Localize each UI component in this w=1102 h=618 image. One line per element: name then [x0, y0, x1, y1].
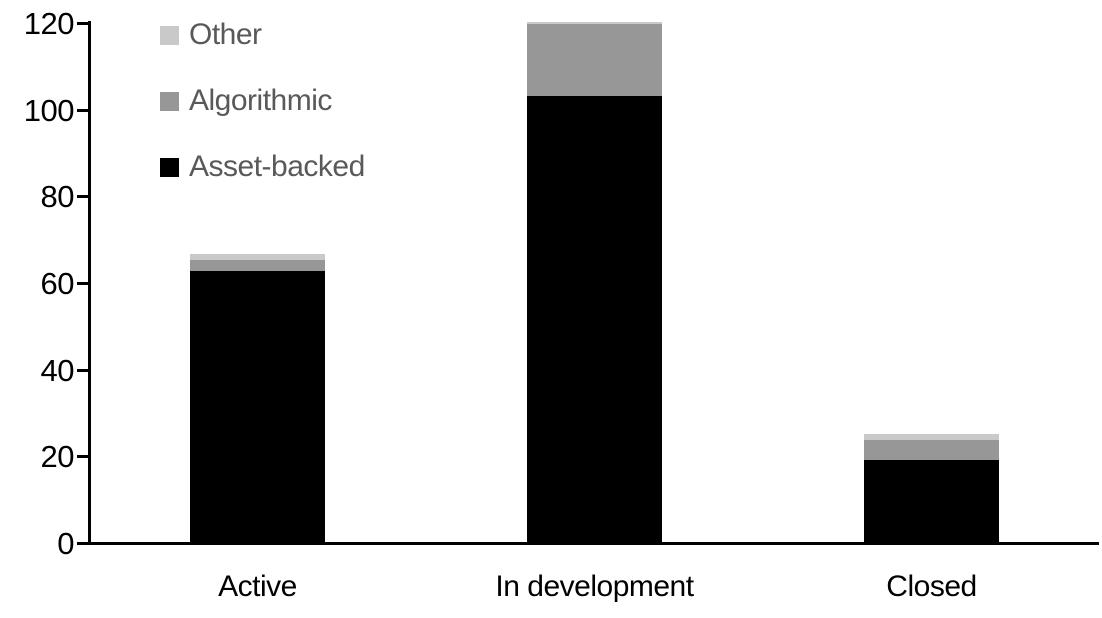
y-tick-label: 0	[57, 526, 74, 561]
legend-swatch	[160, 25, 179, 45]
x-category-label: Active	[218, 570, 297, 603]
legend-label: Asset-backed	[189, 150, 365, 183]
legend-swatch	[160, 91, 179, 111]
bar-segment-other	[527, 22, 662, 25]
bar-segment-asset-backed	[190, 271, 325, 542]
y-tick-label: 80	[40, 179, 75, 215]
y-axis-tick	[77, 22, 89, 25]
legend-item-asset-backed: Asset-backed	[160, 152, 365, 182]
bar-segment-algorithmic	[527, 24, 662, 96]
y-axis-tick	[77, 455, 89, 459]
y-axis-tick	[77, 195, 89, 199]
y-tick-label: 120	[23, 6, 75, 41]
legend-swatch	[160, 157, 179, 177]
y-axis-tick	[77, 282, 89, 285]
stacked-bar-closed	[864, 433, 999, 542]
legend-label: Other	[189, 18, 262, 51]
bar-segment-other	[190, 253, 325, 261]
y-tick-label: 20	[40, 439, 75, 475]
stacked-bar-in-development	[527, 22, 662, 542]
bar-segment-other	[864, 433, 999, 441]
y-tick-label: 60	[40, 266, 75, 301]
bar-segment-asset-backed	[864, 459, 999, 542]
x-axis-line	[88, 542, 1099, 545]
y-axis-line	[88, 21, 91, 545]
legend-item-algorithmic: Algorithmic	[160, 86, 365, 116]
y-tick-label: 40	[40, 352, 75, 388]
legend-label: Algorithmic	[189, 84, 332, 117]
x-category-label: In development	[495, 570, 694, 603]
y-axis-tick	[77, 542, 89, 545]
y-axis-tick	[77, 108, 89, 112]
stacked-bar-active	[190, 253, 325, 542]
bar-segment-algorithmic	[190, 260, 325, 272]
y-axis-tick	[77, 368, 89, 372]
y-tick-label: 100	[23, 92, 75, 128]
x-category-label: Closed	[886, 570, 977, 603]
bar-segment-asset-backed	[527, 95, 662, 542]
chart-legend: Other Algorithmic Asset-backed	[160, 20, 365, 182]
legend-item-other: Other	[160, 20, 365, 50]
bar-segment-algorithmic	[864, 440, 999, 460]
